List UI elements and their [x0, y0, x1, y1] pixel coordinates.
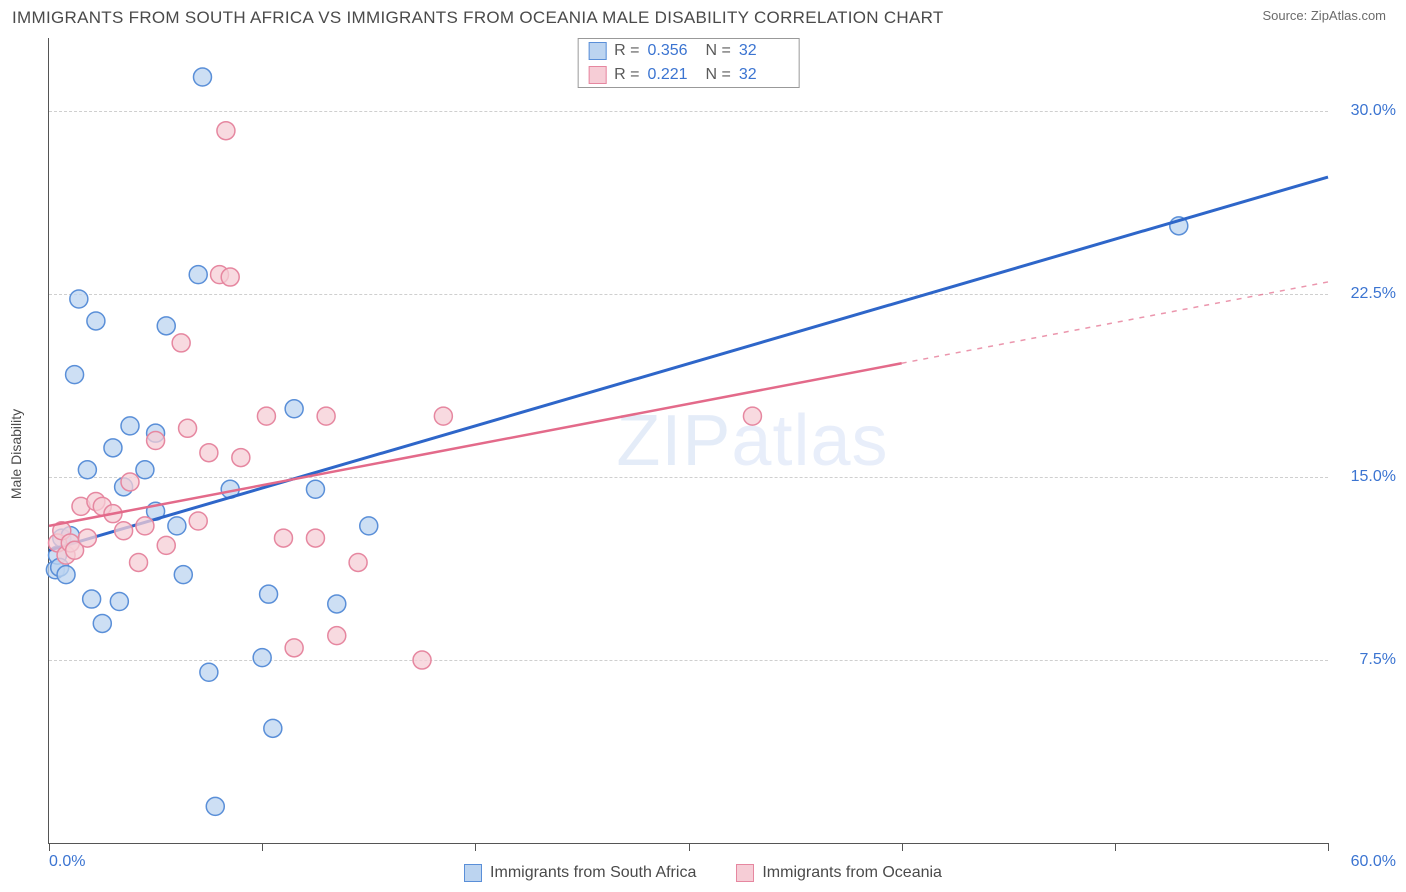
scatter-point-series2 — [172, 334, 190, 352]
y-tick-label: 22.5% — [1351, 285, 1396, 303]
scatter-point-series2 — [115, 522, 133, 540]
x-tick — [902, 843, 903, 851]
x-tick — [262, 843, 263, 851]
scatter-point-series2 — [232, 449, 250, 467]
y-tick-label: 7.5% — [1360, 651, 1396, 669]
scatter-point-series1 — [83, 590, 101, 608]
scatter-point-series2 — [274, 529, 292, 547]
scatter-point-series1 — [360, 517, 378, 535]
x-tick — [475, 843, 476, 851]
scatter-point-series2 — [434, 407, 452, 425]
chart-title: IMMIGRANTS FROM SOUTH AFRICA VS IMMIGRAN… — [12, 8, 944, 28]
legend-row-series2: R = 0.221 N = 32 — [578, 63, 799, 87]
x-tick — [1115, 843, 1116, 851]
bottom-swatch-1 — [464, 864, 482, 882]
scatter-point-series1 — [260, 585, 278, 603]
scatter-point-series1 — [121, 417, 139, 435]
n-label-2: N = — [706, 66, 731, 84]
source-attribution: Source: ZipAtlas.com — [1262, 8, 1386, 23]
scatter-point-series2 — [121, 473, 139, 491]
scatter-point-series1 — [253, 649, 271, 667]
scatter-point-series2 — [179, 419, 197, 437]
scatter-point-series2 — [157, 536, 175, 554]
y-tick-label: 30.0% — [1351, 102, 1396, 120]
x-tick — [49, 843, 50, 851]
n-value-2: 32 — [739, 66, 789, 84]
scatter-point-series1 — [328, 595, 346, 613]
scatter-point-series2 — [306, 529, 324, 547]
scatter-plot-svg — [49, 38, 1328, 843]
scatter-point-series1 — [157, 317, 175, 335]
scatter-point-series2 — [285, 639, 303, 657]
scatter-point-series1 — [93, 614, 111, 632]
trend-line-series1 — [49, 177, 1328, 550]
scatter-point-series2 — [257, 407, 275, 425]
scatter-point-series2 — [221, 268, 239, 286]
scatter-point-series2 — [328, 627, 346, 645]
scatter-point-series1 — [285, 400, 303, 418]
trend-line-series2 — [49, 363, 902, 526]
scatter-point-series2 — [743, 407, 761, 425]
scatter-point-series1 — [193, 68, 211, 86]
scatter-point-series2 — [78, 529, 96, 547]
scatter-point-series2 — [349, 553, 367, 571]
scatter-point-series1 — [70, 290, 88, 308]
swatch-series1 — [588, 42, 606, 60]
swatch-series2 — [588, 66, 606, 84]
scatter-point-series1 — [174, 566, 192, 584]
bottom-legend-item-1: Immigrants from South Africa — [464, 864, 696, 882]
scatter-point-series1 — [136, 461, 154, 479]
header-bar: IMMIGRANTS FROM SOUTH AFRICA VS IMMIGRAN… — [0, 0, 1406, 28]
x-tick — [689, 843, 690, 851]
legend-row-series1: R = 0.356 N = 32 — [578, 39, 799, 63]
bottom-legend: Immigrants from South Africa Immigrants … — [0, 864, 1406, 882]
scatter-point-series1 — [104, 439, 122, 457]
scatter-point-series1 — [264, 719, 282, 737]
scatter-point-series1 — [66, 366, 84, 384]
bottom-swatch-2 — [736, 864, 754, 882]
scatter-point-series1 — [78, 461, 96, 479]
scatter-point-series2 — [147, 432, 165, 450]
scatter-point-series1 — [168, 517, 186, 535]
y-tick-label: 15.0% — [1351, 468, 1396, 486]
scatter-point-series2 — [189, 512, 207, 530]
scatter-point-series2 — [200, 444, 218, 462]
scatter-point-series2 — [413, 651, 431, 669]
scatter-point-series1 — [200, 663, 218, 681]
n-label-1: N = — [706, 42, 731, 60]
trend-line-dashed-series2 — [902, 282, 1328, 363]
bottom-legend-item-2: Immigrants from Oceania — [736, 864, 942, 882]
scatter-point-series2 — [317, 407, 335, 425]
x-tick — [1328, 843, 1329, 851]
r-label-2: R = — [614, 66, 639, 84]
bottom-legend-label-2: Immigrants from Oceania — [762, 864, 942, 882]
scatter-point-series1 — [57, 566, 75, 584]
scatter-point-series1 — [206, 797, 224, 815]
scatter-point-series1 — [87, 312, 105, 330]
correlation-legend-box: R = 0.356 N = 32 R = 0.221 N = 32 — [577, 38, 800, 88]
y-axis-label: Male Disability — [8, 409, 24, 499]
r-value-2: 0.221 — [648, 66, 698, 84]
n-value-1: 32 — [739, 42, 789, 60]
r-label-1: R = — [614, 42, 639, 60]
chart-plot-area: ZIPatlas R = 0.356 N = 32 R = 0.221 N = … — [48, 38, 1328, 844]
scatter-point-series1 — [110, 593, 128, 611]
scatter-point-series2 — [130, 553, 148, 571]
scatter-point-series1 — [189, 266, 207, 284]
scatter-point-series2 — [136, 517, 154, 535]
r-value-1: 0.356 — [648, 42, 698, 60]
scatter-point-series2 — [217, 122, 235, 140]
scatter-point-series1 — [306, 480, 324, 498]
bottom-legend-label-1: Immigrants from South Africa — [490, 864, 696, 882]
